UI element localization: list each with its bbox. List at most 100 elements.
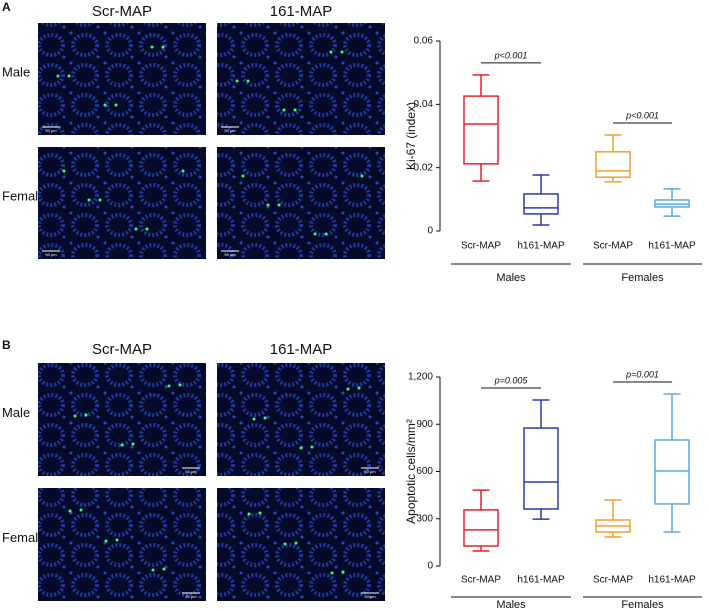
x-tick-label: h161-MAP bbox=[648, 575, 696, 586]
signal-spot bbox=[294, 541, 298, 545]
signal-spot bbox=[178, 383, 182, 387]
signal-spot bbox=[120, 443, 124, 447]
signal-spot bbox=[277, 203, 281, 207]
row-label: Male bbox=[2, 64, 30, 79]
signal-spot bbox=[282, 108, 286, 112]
scale-bar-label: 50 µm bbox=[45, 252, 57, 257]
x-tick-label: h161-MAP bbox=[517, 241, 565, 252]
signal-spot bbox=[162, 567, 166, 571]
box bbox=[463, 509, 499, 547]
y-tick-label: 0.04 bbox=[414, 99, 434, 110]
box bbox=[654, 439, 690, 505]
box bbox=[463, 95, 499, 165]
micrograph bbox=[217, 488, 385, 601]
signal-spot bbox=[346, 387, 350, 391]
signal-spot bbox=[79, 508, 83, 512]
signal-spot bbox=[62, 169, 66, 173]
column-label: 161-MAP bbox=[270, 341, 333, 358]
y-axis-label: Ki-67 (index) bbox=[404, 102, 418, 170]
signal-spot bbox=[330, 571, 334, 575]
x-tick-label: h161-MAP bbox=[517, 575, 565, 586]
panel-label: B bbox=[2, 338, 11, 352]
signal-spot bbox=[167, 384, 171, 388]
y-tick-label: 0.06 bbox=[414, 36, 434, 47]
signal-spot bbox=[181, 169, 185, 173]
signal-spot bbox=[341, 570, 345, 574]
column-label: Scr-MAP bbox=[92, 341, 152, 358]
row-label: Female bbox=[2, 530, 45, 545]
signal-spot bbox=[56, 74, 60, 78]
signal-spot bbox=[103, 103, 107, 107]
signal-spot bbox=[252, 417, 256, 421]
micrograph bbox=[38, 147, 206, 259]
group-label: Females bbox=[621, 272, 664, 284]
signal-spot bbox=[293, 108, 297, 112]
micrograph bbox=[38, 488, 206, 601]
signal-spot bbox=[134, 227, 138, 231]
signal-spot bbox=[115, 538, 119, 542]
signal-spot bbox=[246, 79, 250, 83]
row-label: Male bbox=[2, 405, 30, 420]
box bbox=[523, 427, 559, 510]
box bbox=[523, 193, 559, 215]
signal-spot bbox=[340, 50, 344, 54]
panel-label: A bbox=[2, 0, 11, 14]
signal-spot bbox=[266, 203, 270, 207]
signal-spot bbox=[299, 446, 303, 450]
x-tick-label: Scr-MAP bbox=[461, 241, 501, 252]
column-label: 161-MAP bbox=[270, 3, 333, 20]
scale-bar-label: 50 µm bbox=[224, 128, 236, 133]
group-label: Males bbox=[496, 272, 526, 284]
signal-spot bbox=[310, 445, 314, 449]
y-tick-label: 600 bbox=[416, 466, 433, 477]
signal-spot bbox=[360, 174, 364, 178]
micrograph bbox=[38, 23, 206, 135]
signal-spot bbox=[104, 539, 108, 543]
scale-bar-label: 50 µm bbox=[364, 594, 376, 599]
significance-label: p=0.001 bbox=[625, 369, 659, 379]
scale-bar-label: 50 µm bbox=[185, 594, 197, 599]
signal-spot bbox=[73, 414, 77, 418]
x-tick-label: Scr-MAP bbox=[593, 575, 633, 586]
scale-bar-label: 50 µm bbox=[45, 128, 57, 133]
signal-spot bbox=[324, 232, 328, 236]
micrograph bbox=[217, 23, 385, 135]
significance-label: p<0.001 bbox=[625, 110, 659, 120]
x-tick-label: h161-MAP bbox=[648, 241, 696, 252]
signal-spot bbox=[283, 542, 287, 546]
signal-spot bbox=[145, 227, 149, 231]
signal-spot bbox=[67, 74, 71, 78]
signal-spot bbox=[68, 509, 72, 513]
signal-spot bbox=[313, 232, 317, 236]
y-tick-label: 0 bbox=[427, 561, 433, 572]
y-tick-label: 0.02 bbox=[414, 162, 434, 173]
micrograph bbox=[217, 147, 385, 259]
signal-spot bbox=[247, 512, 251, 516]
y-tick-label: 300 bbox=[416, 513, 433, 524]
signal-spot bbox=[87, 198, 91, 202]
signal-spot bbox=[357, 386, 361, 390]
signal-spot bbox=[131, 442, 135, 446]
y-tick-label: 1,200 bbox=[408, 372, 433, 383]
box bbox=[595, 151, 631, 178]
signal-spot bbox=[98, 198, 102, 202]
y-tick-label: 900 bbox=[416, 419, 433, 430]
column-label: Scr-MAP bbox=[92, 3, 152, 20]
scale-bar-label: 50 µm bbox=[224, 252, 236, 257]
signal-spot bbox=[151, 568, 155, 572]
scale-bar-label: 50 µm bbox=[185, 469, 197, 474]
signal-spot bbox=[263, 416, 267, 420]
signal-spot bbox=[114, 103, 118, 107]
group-label: Males bbox=[496, 599, 526, 611]
x-tick-label: Scr-MAP bbox=[593, 241, 633, 252]
y-axis-label: Apoptotic cells/mm² bbox=[404, 419, 418, 524]
micrograph bbox=[217, 363, 385, 476]
signal-spot bbox=[150, 45, 154, 49]
signal-spot bbox=[329, 50, 333, 54]
signal-spot bbox=[235, 79, 239, 83]
signal-spot bbox=[84, 413, 88, 417]
significance-label: p=0.005 bbox=[494, 375, 529, 385]
micrograph bbox=[38, 363, 206, 476]
y-tick-label: 0 bbox=[427, 226, 433, 237]
